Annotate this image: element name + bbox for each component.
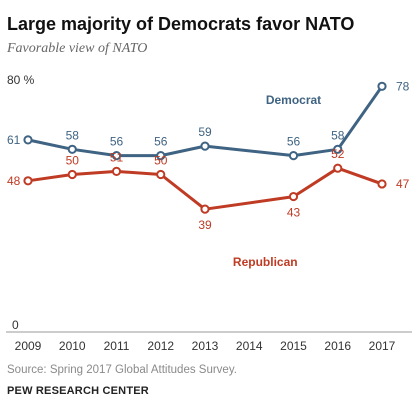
democrat-series-label: Democrat — [266, 93, 321, 107]
x-tick-label: 2011 — [104, 339, 130, 353]
republican-data-point — [23, 176, 33, 186]
republican-data-label: 47 — [396, 177, 410, 191]
republican-series-label: Republican — [233, 255, 298, 269]
republican-data-point — [67, 169, 77, 180]
republican-data-point — [333, 163, 343, 173]
x-tick-label: 2009 — [15, 339, 42, 353]
democrat-data-label: 59 — [198, 125, 212, 139]
republican-data-label: 43 — [287, 206, 301, 220]
republican-data-label: 48 — [7, 174, 21, 188]
x-tick-label: 2010 — [59, 339, 86, 353]
democrat-data-label: 61 — [7, 133, 21, 147]
x-tick-label: 2017 — [369, 339, 396, 353]
democrat-data-label: 56 — [154, 135, 168, 149]
democrat-data-point — [200, 141, 210, 151]
line-chart: 80 % 0 2009 2010 2011 2012 2013 2014 2015 2016 201… — [6, 73, 412, 353]
republican-data-label: 50 — [66, 154, 80, 168]
republican-data-label: 52 — [331, 147, 345, 161]
republican-data-point — [377, 179, 387, 189]
x-tick-label: 2014 — [236, 339, 263, 353]
x-tick-label: 2016 — [324, 339, 351, 353]
republican-data-point — [288, 191, 299, 202]
republican-data-point — [200, 204, 210, 214]
republican-data-label: 39 — [198, 218, 212, 232]
chart-subtitle: Favorable view of NATO — [7, 41, 148, 56]
democrat-data-point — [156, 151, 166, 161]
democrat-data-label: 56 — [287, 135, 301, 149]
democrat-series-line — [26, 84, 384, 158]
democrat-data-point — [333, 144, 343, 154]
source-note: Source: Spring 2017 Global Attitudes Sur… — [7, 364, 237, 376]
democrat-data-point — [67, 144, 77, 154]
chart-title: Large majority of Democrats favor NATO — [7, 14, 355, 34]
y-tick-label: 80 % — [7, 73, 35, 87]
x-tick-label: 2013 — [192, 339, 219, 353]
democrat-data-label: 56 — [110, 135, 124, 149]
republican-data-point — [111, 166, 122, 176]
democrat-data-point — [288, 151, 299, 161]
republican-data-label: 51 — [110, 150, 124, 164]
democrat-data-label: 58 — [331, 128, 345, 142]
y-tick-label: 0 — [12, 318, 19, 332]
democrat-data-label: 58 — [66, 128, 80, 142]
democrat-data-label: 78 — [396, 79, 410, 93]
pew-logo: PEW RESEARCH CENTER — [7, 385, 149, 397]
republican-data-label: 50 — [154, 154, 168, 168]
democrat-data-point — [23, 135, 33, 145]
democrat-data-point — [111, 151, 122, 161]
republican-series-line — [26, 166, 384, 211]
x-tick-label: 2012 — [147, 339, 174, 353]
democrat-data-point — [377, 81, 387, 91]
x-tick-label: 2015 — [280, 339, 307, 353]
republican-data-point — [156, 169, 166, 180]
